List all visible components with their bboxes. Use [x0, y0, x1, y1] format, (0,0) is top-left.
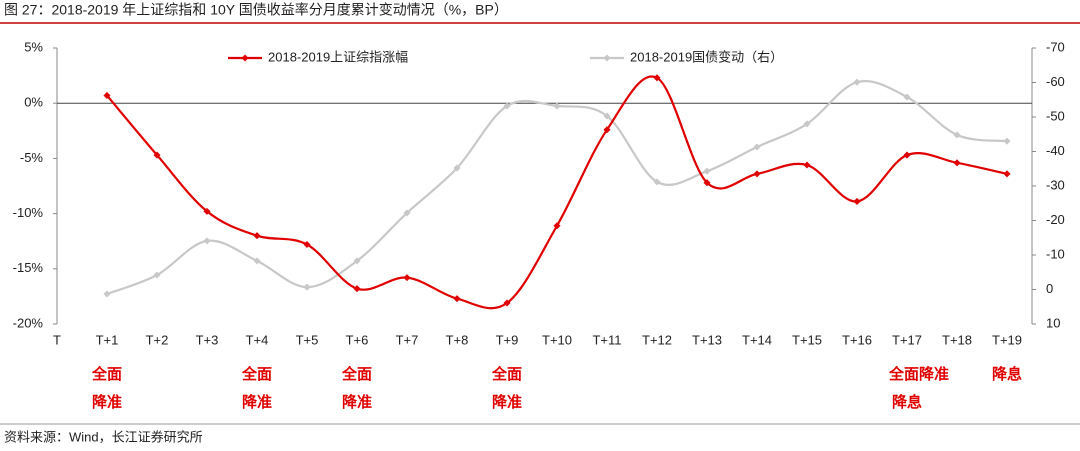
- y-tick-label: -5%: [20, 150, 44, 165]
- marker: [553, 102, 561, 110]
- x-tick-label: T+9: [496, 332, 519, 347]
- marker: [853, 197, 861, 205]
- legend-marker: [241, 54, 249, 62]
- marker: [1003, 137, 1011, 145]
- y2-tick-label: -30: [1046, 177, 1065, 192]
- marker: [653, 74, 661, 82]
- y2-tick-label: -70: [1046, 39, 1065, 54]
- annotation: 全面: [341, 365, 372, 383]
- x-tick-label: T+16: [842, 332, 872, 347]
- annotation: 全面: [91, 365, 122, 383]
- x-tick-label: T+3: [196, 332, 219, 347]
- y2-tick-label: 10: [1046, 315, 1060, 330]
- marker: [903, 151, 911, 159]
- y-tick-label: 5%: [24, 39, 43, 54]
- x-tick-label: T+1: [96, 332, 119, 347]
- marker: [303, 283, 311, 291]
- marker: [203, 207, 211, 215]
- annotation: 全面: [241, 365, 272, 383]
- x-tick-label: T+8: [446, 332, 469, 347]
- y-tick-label: -15%: [13, 260, 44, 275]
- legend-label: 2018-2019国债变动（右）: [630, 49, 783, 64]
- x-tick-label: T: [53, 332, 61, 347]
- marker: [153, 151, 161, 159]
- marker: [853, 78, 861, 86]
- marker: [203, 237, 211, 245]
- marker: [953, 159, 961, 167]
- y-tick-label: 0%: [24, 95, 43, 110]
- marker: [503, 299, 511, 307]
- x-tick-label: T+18: [942, 332, 972, 347]
- annotation: 降准: [492, 393, 522, 411]
- y2-tick-label: -50: [1046, 108, 1065, 123]
- annotation: 降息: [992, 365, 1022, 383]
- x-tick-label: T+7: [396, 332, 419, 347]
- annotation: 降准: [342, 393, 372, 411]
- marker: [1003, 170, 1011, 178]
- marker: [803, 120, 811, 128]
- marker: [303, 240, 311, 249]
- marker: [253, 257, 261, 265]
- x-tick-label: T+19: [992, 332, 1022, 347]
- legend-label: 2018-2019上证综指涨幅: [268, 49, 408, 64]
- x-tick-label: T+5: [296, 332, 319, 347]
- marker: [753, 170, 761, 178]
- annotation: 全面: [491, 365, 522, 383]
- series-line: [106, 75, 1008, 310]
- y2-tick-label: -20: [1046, 212, 1065, 227]
- legend-marker: [603, 54, 611, 62]
- y2-tick-label: 0: [1046, 281, 1053, 296]
- marker: [453, 164, 461, 172]
- y-tick-label: -20%: [13, 315, 44, 330]
- x-tick-label: T+15: [792, 332, 822, 347]
- marker: [703, 179, 711, 187]
- x-tick-label: T+17: [892, 332, 922, 347]
- marker: [153, 271, 161, 279]
- chart-title: 图 27：2018-2019 年上证综指和 10Y 国债收益率分月度累计变动情况…: [4, 2, 508, 18]
- marker: [403, 209, 411, 217]
- y2-tick-label: -40: [1046, 143, 1065, 158]
- x-tick-label: T+13: [692, 332, 722, 347]
- annotation: 降准: [242, 393, 272, 411]
- marker: [453, 295, 461, 303]
- marker: [503, 102, 511, 110]
- marker: [903, 93, 911, 101]
- x-tick-label: T+11: [592, 332, 621, 347]
- marker: [103, 91, 111, 100]
- marker: [653, 178, 661, 186]
- marker: [753, 143, 761, 151]
- annotation: 降准: [92, 393, 122, 411]
- x-tick-label: T+2: [146, 332, 169, 347]
- annotation: 全面降准: [888, 365, 949, 383]
- y-tick-label: -10%: [13, 205, 44, 220]
- marker: [553, 222, 561, 230]
- source: 资料来源：Wind，长江证券研究所: [4, 429, 203, 444]
- y2-tick-label: -60: [1046, 74, 1065, 89]
- y2-tick-label: -10: [1046, 246, 1065, 261]
- x-tick-label: T+12: [642, 332, 672, 347]
- marker: [353, 257, 361, 265]
- marker: [803, 161, 811, 169]
- marker: [353, 285, 361, 293]
- x-tick-label: T+14: [742, 332, 772, 347]
- marker: [103, 290, 111, 298]
- x-tick-label: T+6: [346, 332, 369, 347]
- marker: [253, 232, 261, 240]
- series-line: [106, 80, 1008, 296]
- marker: [953, 131, 961, 139]
- marker: [403, 274, 411, 282]
- marker: [603, 112, 611, 120]
- x-tick-label: T+4: [246, 332, 269, 347]
- x-tick-label: T+10: [542, 332, 572, 347]
- marker: [603, 126, 611, 134]
- marker: [703, 167, 711, 175]
- annotation: 降息: [892, 393, 922, 411]
